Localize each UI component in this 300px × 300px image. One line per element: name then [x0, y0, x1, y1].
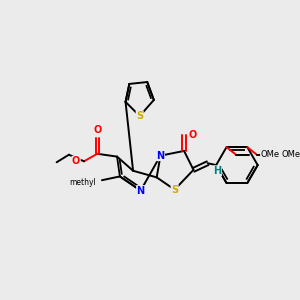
Text: O: O [72, 156, 80, 166]
Text: S: S [171, 184, 178, 195]
Text: S: S [136, 111, 143, 121]
Text: O: O [189, 130, 197, 140]
Text: OMe: OMe [281, 150, 300, 159]
Text: H: H [213, 166, 221, 176]
Text: methyl: methyl [70, 178, 96, 187]
Text: O: O [93, 125, 101, 135]
Text: N: N [136, 186, 145, 196]
Text: OMe: OMe [260, 150, 280, 159]
Text: N: N [156, 151, 164, 161]
